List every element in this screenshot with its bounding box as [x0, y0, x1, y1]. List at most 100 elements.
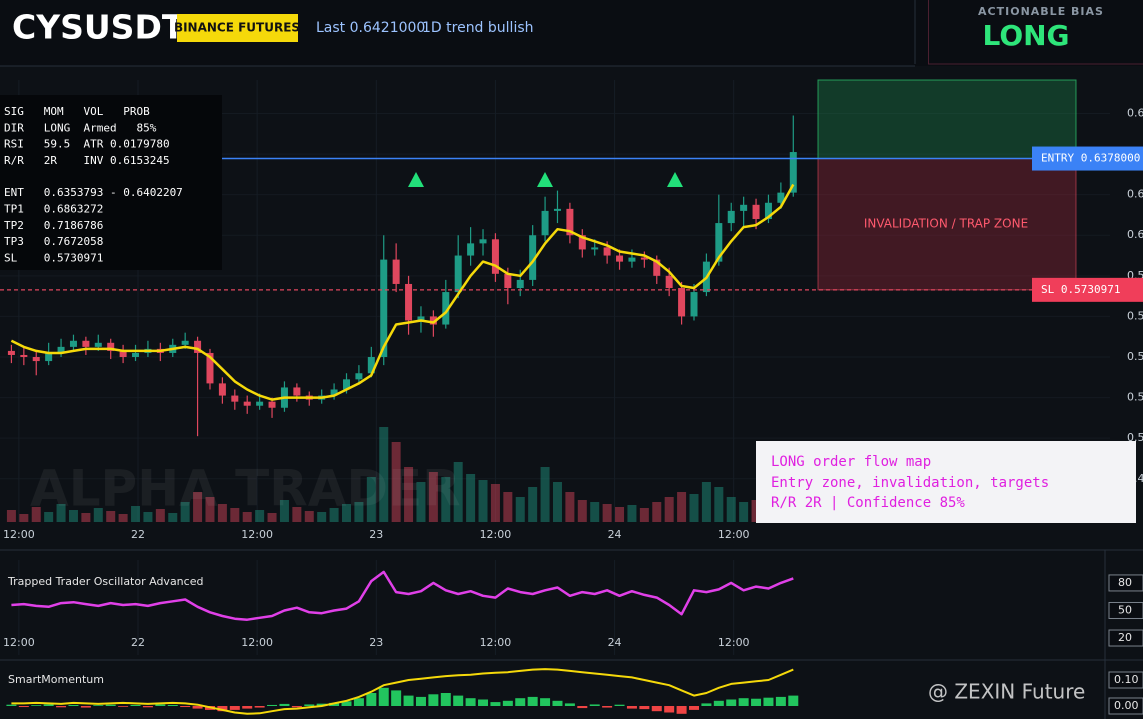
- candle-body: [516, 279, 524, 289]
- candle-body: [591, 247, 599, 250]
- candle-body: [206, 352, 214, 384]
- momentum-bar: [267, 704, 278, 706]
- panel-title: SmartMomentum: [8, 673, 104, 686]
- candle-body: [132, 352, 140, 358]
- y-tick-label: 0.00: [1114, 699, 1139, 712]
- x-tick-label: 12:00: [718, 528, 750, 541]
- momentum-bar: [515, 698, 526, 706]
- y-tick-box: [1108, 574, 1143, 592]
- volume-bar: [503, 492, 513, 522]
- candle-body: [777, 192, 785, 203]
- volume-bar: [255, 510, 265, 522]
- momentum-bar: [540, 698, 551, 706]
- info-row: R/R 2R INV 0.6153245: [4, 154, 170, 167]
- momentum-bar: [192, 706, 203, 709]
- front-layer: ENTRY 0.6378000 SL 0.5730971 20 50 80 0.10 0.0…: [1032, 146, 1143, 715]
- candle-body: [268, 401, 276, 408]
- momentum-bar: [651, 706, 662, 712]
- momentum-bar: [577, 706, 588, 709]
- candle-body: [45, 352, 53, 362]
- volume-bar: [329, 508, 339, 522]
- momentum-bar: [304, 704, 315, 706]
- candle-body: [405, 283, 413, 321]
- candle-body: [752, 204, 760, 220]
- candle-body: [690, 292, 698, 317]
- momentum-bar: [167, 704, 178, 706]
- momentum-bar: [56, 706, 67, 708]
- y-tick-box: [1108, 697, 1143, 715]
- volume-bar: [490, 484, 500, 522]
- candle-body: [194, 340, 202, 353]
- volume-bar: [106, 511, 116, 522]
- volume-bar: [354, 502, 364, 522]
- momentum-bar: [713, 700, 724, 706]
- info-row: DIR LONG Armed 85%: [4, 121, 157, 134]
- momentum-bar: [43, 704, 54, 706]
- bias-box: [928, 0, 1143, 65]
- candle-body: [566, 208, 574, 236]
- volume-bar: [205, 497, 215, 522]
- momentum-bar: [751, 698, 762, 706]
- candle-body: [343, 379, 351, 390]
- x-tick-label: 22: [131, 528, 145, 541]
- momentum-bar: [341, 701, 352, 706]
- volume-bar: [602, 504, 612, 522]
- note-box: [756, 441, 1136, 523]
- momentum-bar: [118, 706, 129, 707]
- candle-body: [529, 235, 537, 280]
- y-tick-label: 0.56: [1127, 309, 1143, 322]
- momentum-bar: [564, 703, 575, 706]
- momentum-bar: [639, 706, 650, 710]
- volume-bar: [391, 442, 401, 522]
- momentum-bar: [775, 696, 786, 706]
- candle-body: [392, 259, 400, 284]
- x-tick-label: 22: [131, 636, 145, 649]
- volume-bar: [466, 474, 476, 522]
- volume-bar: [577, 500, 587, 522]
- momentum-bar: [614, 704, 625, 706]
- candle-body: [603, 247, 611, 256]
- y-tick-label: 0.54: [1127, 350, 1143, 363]
- candle-body: [454, 255, 462, 293]
- volume-bar: [714, 487, 724, 522]
- candle-body: [616, 255, 624, 262]
- volume-bar: [56, 504, 66, 522]
- volume-bar: [93, 508, 103, 522]
- momentum-bar: [490, 702, 501, 706]
- y-tick-label: 0.62: [1127, 188, 1143, 201]
- y-tick-label: 0.6: [1127, 228, 1143, 241]
- candle-body: [119, 350, 127, 358]
- sl-label: SL 0.5730971: [1041, 283, 1120, 296]
- volume-bar: [664, 497, 674, 522]
- invalidation-zone: [817, 158, 1077, 291]
- entry-zone: [817, 79, 1077, 160]
- candle-body: [243, 401, 251, 406]
- momentum-bar: [502, 700, 513, 706]
- watermark: ALPHA TRADER: [30, 460, 461, 518]
- volume-bar: [230, 508, 240, 522]
- y-tick-label: 20: [1118, 631, 1132, 644]
- exchange-badge: [177, 14, 298, 42]
- candle-body: [653, 259, 661, 276]
- momentum-bar: [626, 706, 637, 709]
- momentum-bar: [738, 698, 749, 706]
- momentum-bar: [391, 690, 402, 706]
- volume-bar: [652, 502, 662, 522]
- symbol: CYSUSDT: [12, 8, 185, 47]
- momentum-bar: [415, 696, 426, 706]
- candle-body: [32, 357, 40, 362]
- volume-bar: [193, 492, 203, 522]
- candle-body: [491, 239, 499, 274]
- momentum-bar: [329, 702, 340, 706]
- info-rows: SIG MOM VOL PROB DIR LONG Armed 85% RSI 59…: [4, 105, 183, 264]
- momentum-bar: [465, 698, 476, 706]
- candle-body: [541, 210, 549, 236]
- volume-bar: [478, 480, 488, 522]
- info-row: TP3 0.7672058: [4, 235, 103, 248]
- candle-body: [107, 342, 115, 351]
- momentum-bar: [602, 706, 613, 708]
- volume-bar: [565, 492, 575, 522]
- candle-body: [665, 275, 673, 289]
- entry-label-box: [1032, 146, 1143, 171]
- momentum-line: [11, 668, 794, 715]
